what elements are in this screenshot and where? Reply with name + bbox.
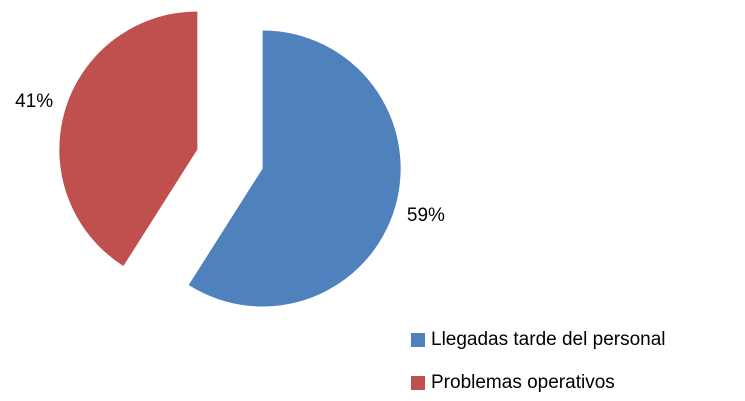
data-label: 59% — [407, 205, 445, 226]
legend-swatch — [411, 333, 425, 347]
legend-label: Problemas operativos — [431, 372, 615, 393]
legend-label: Llegadas tarde del personal — [431, 329, 666, 350]
legend-swatch — [411, 376, 425, 390]
data-label: 41% — [15, 91, 53, 112]
pie-slice — [59, 11, 198, 267]
pie-slice — [188, 30, 401, 307]
